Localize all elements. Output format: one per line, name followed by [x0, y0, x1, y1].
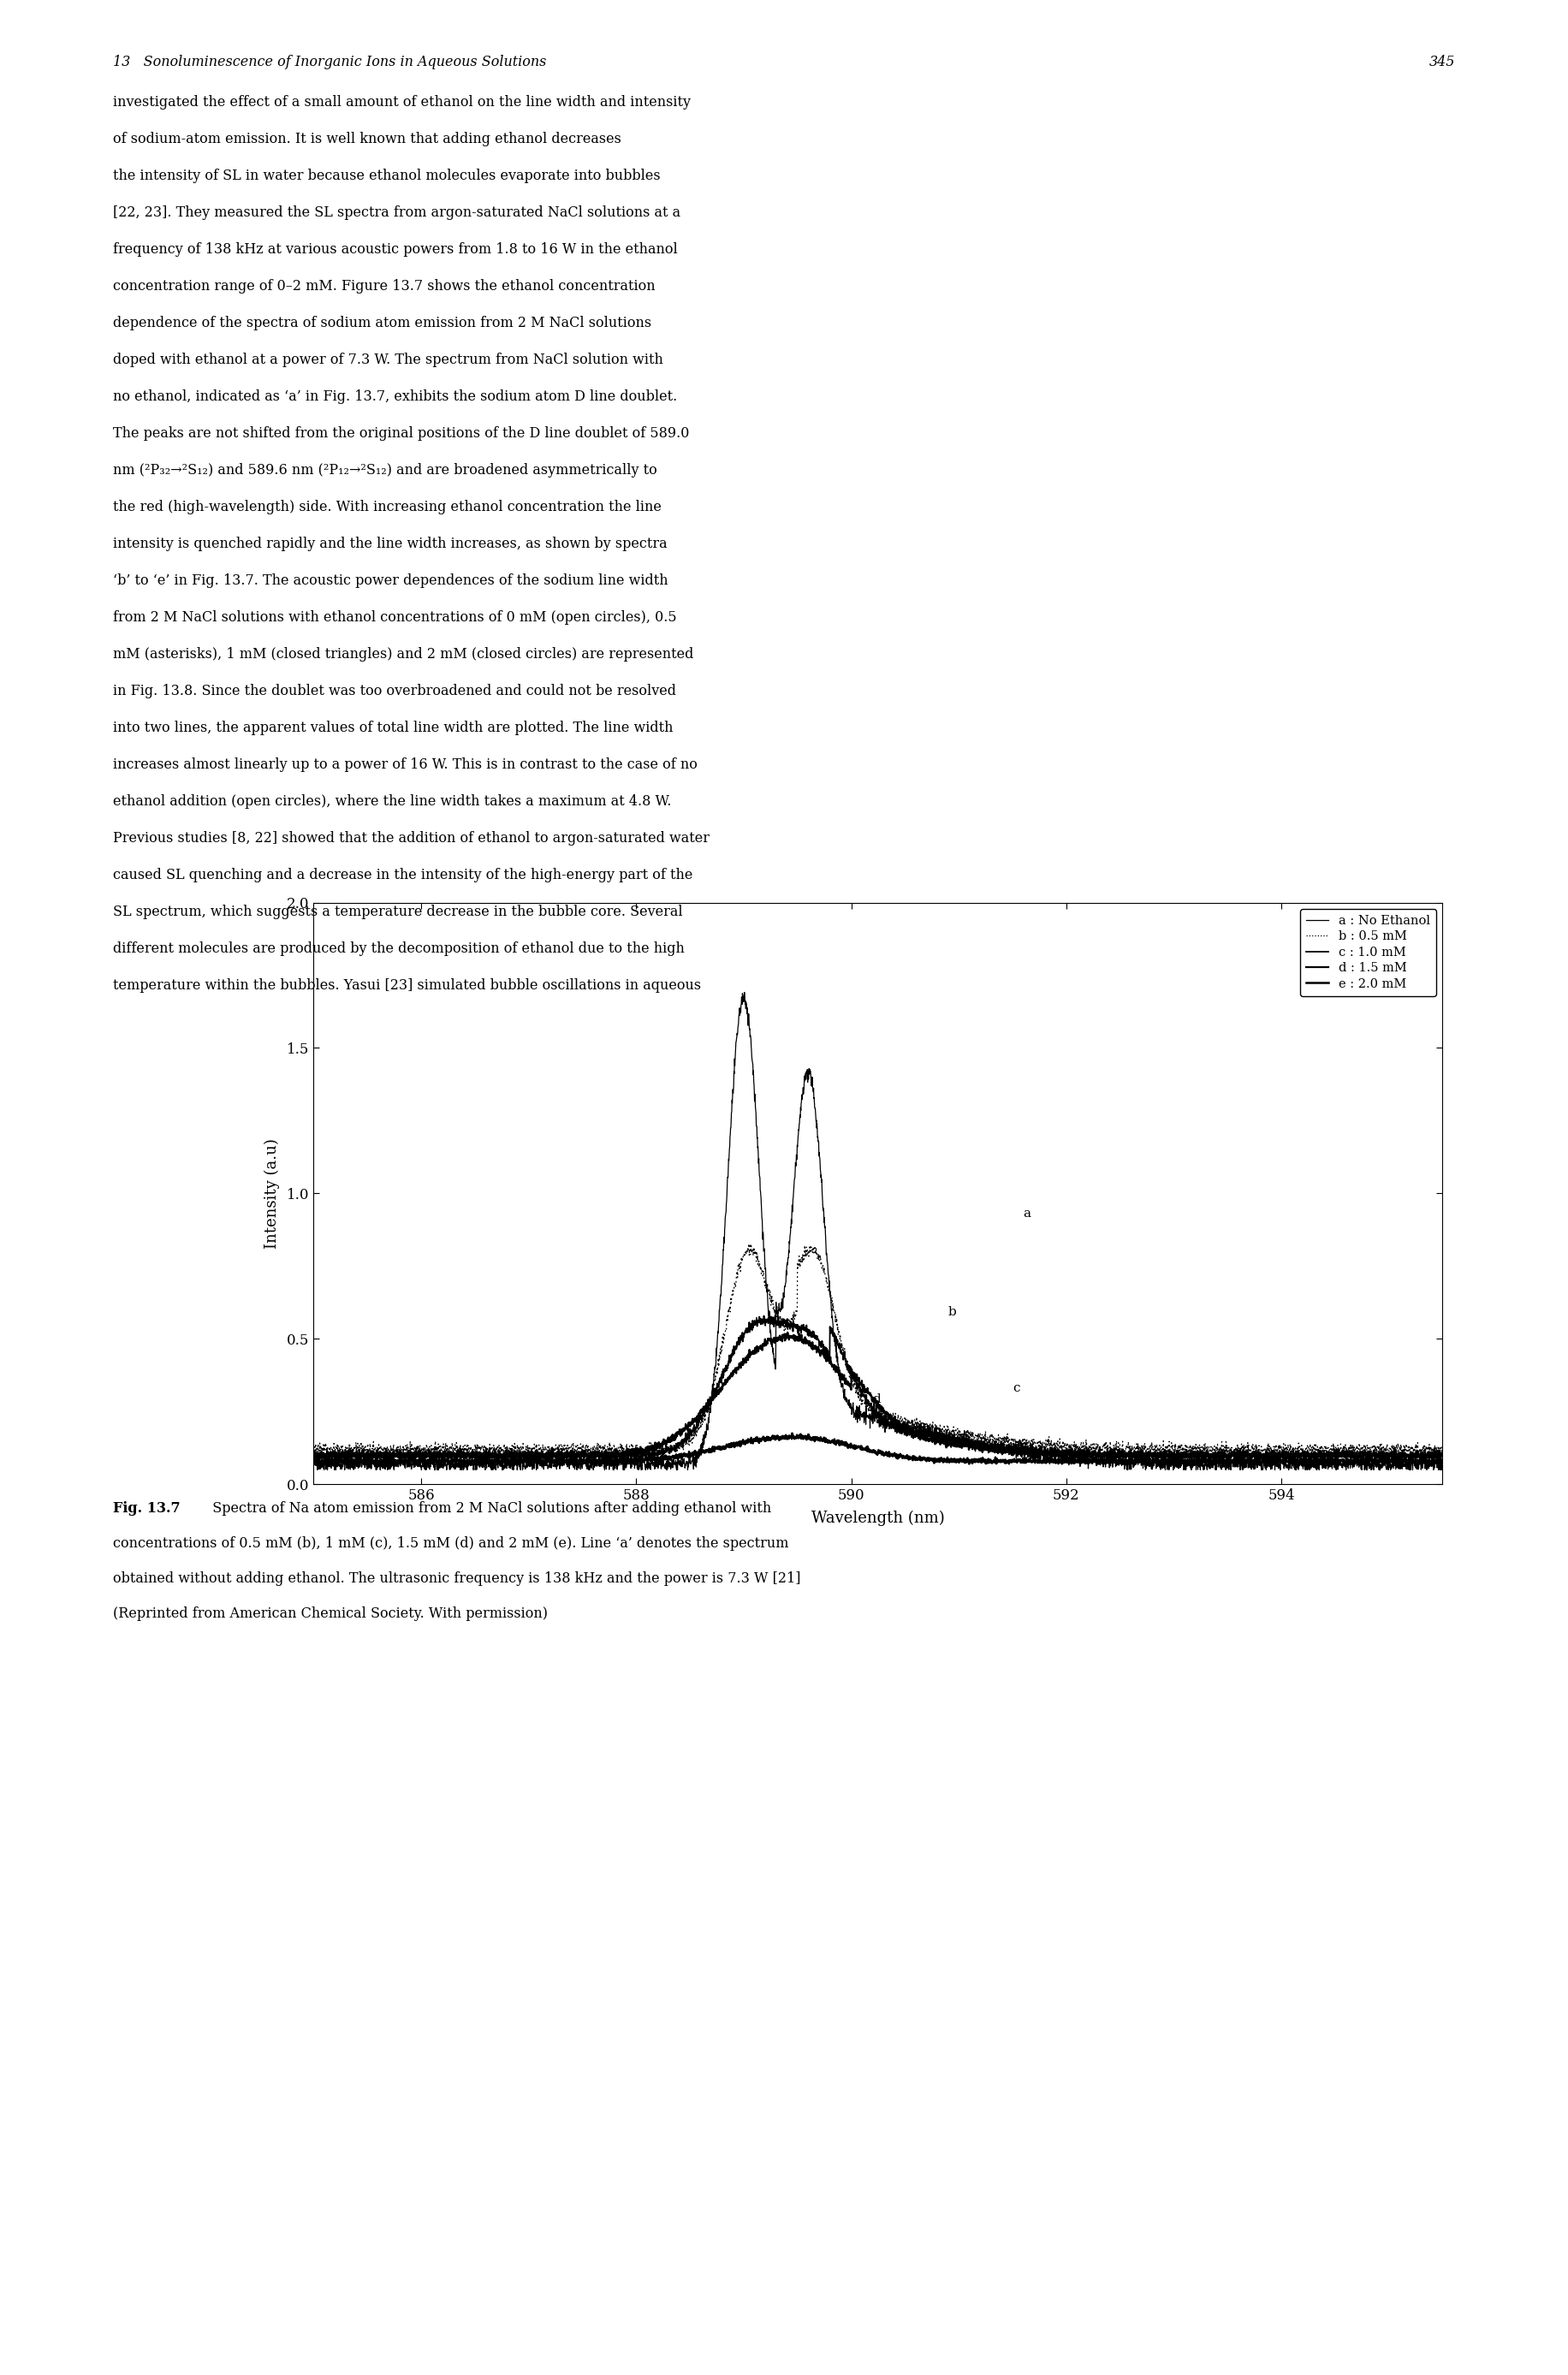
Text: mM (asterisks), 1 mM (closed triangles) and 2 mM (closed circles) are represente: mM (asterisks), 1 mM (closed triangles) …	[113, 646, 693, 663]
Text: increases almost linearly up to a power of 16 W. This is in contrast to the case: increases almost linearly up to a power …	[113, 758, 698, 772]
Text: in Fig. 13.8. Since the doublet was too overbroadened and could not be resolved: in Fig. 13.8. Since the doublet was too …	[113, 684, 676, 698]
Text: dependence of the spectra of sodium atom emission from 2 M NaCl solutions: dependence of the spectra of sodium atom…	[113, 316, 651, 330]
Text: 13   Sonoluminescence of Inorganic Ions in Aqueous Solutions: 13 Sonoluminescence of Inorganic Ions in…	[113, 55, 546, 69]
Y-axis label: Intensity (a.u): Intensity (a.u)	[263, 1138, 279, 1249]
Text: e: e	[1174, 1451, 1181, 1463]
Text: frequency of 138 kHz at various acoustic powers from 1.8 to 16 W in the ethanol: frequency of 138 kHz at various acoustic…	[113, 242, 677, 256]
Text: the red (high-wavelength) side. With increasing ethanol concentration the line: the red (high-wavelength) side. With inc…	[113, 501, 662, 515]
Text: [22, 23]. They measured the SL spectra from argon-saturated NaCl solutions at a: [22, 23]. They measured the SL spectra f…	[113, 204, 681, 221]
Text: caused SL quenching and a decrease in the intensity of the high-energy part of t: caused SL quenching and a decrease in th…	[113, 869, 693, 884]
Text: a: a	[1024, 1206, 1030, 1218]
Legend: a : No Ethanol, b : 0.5 mM, c : 1.0 mM, d : 1.5 mM, e : 2.0 mM: a : No Ethanol, b : 0.5 mM, c : 1.0 mM, …	[1300, 910, 1436, 995]
Text: Previous studies [8, 22] showed that the addition of ethanol to argon-saturated : Previous studies [8, 22] showed that the…	[113, 831, 709, 845]
Text: temperature within the bubbles. Yasui [23] simulated bubble oscillations in aque: temperature within the bubbles. Yasui [2…	[113, 978, 701, 993]
Text: into two lines, the apparent values of total line width are plotted. The line wi: into two lines, the apparent values of t…	[113, 722, 673, 736]
Text: Spectra of Na atom emission from 2 M NaCl solutions after adding ethanol with: Spectra of Na atom emission from 2 M NaC…	[204, 1501, 771, 1515]
Text: ‘b’ to ‘e’ in Fig. 13.7. The acoustic power dependences of the sodium line width: ‘b’ to ‘e’ in Fig. 13.7. The acoustic po…	[113, 572, 668, 589]
Text: c: c	[1013, 1382, 1019, 1394]
Text: d: d	[873, 1394, 881, 1406]
Text: 345: 345	[1428, 55, 1455, 69]
Text: doped with ethanol at a power of 7.3 W. The spectrum from NaCl solution with: doped with ethanol at a power of 7.3 W. …	[113, 352, 663, 368]
Text: b: b	[949, 1306, 956, 1318]
Text: obtained without adding ethanol. The ultrasonic frequency is 138 kHz and the pow: obtained without adding ethanol. The ult…	[113, 1572, 801, 1587]
Text: concentrations of 0.5 mM (b), 1 mM (c), 1.5 mM (d) and 2 mM (e). Line ‘a’ denote: concentrations of 0.5 mM (b), 1 mM (c), …	[113, 1537, 789, 1551]
Text: investigated the effect of a small amount of ethanol on the line width and inten: investigated the effect of a small amoun…	[113, 95, 690, 109]
Text: (Reprinted from American Chemical Society. With permission): (Reprinted from American Chemical Societ…	[113, 1606, 547, 1622]
Text: from 2 M NaCl solutions with ethanol concentrations of 0 mM (open circles), 0.5: from 2 M NaCl solutions with ethanol con…	[113, 610, 677, 625]
Text: no ethanol, indicated as ‘a’ in Fig. 13.7, exhibits the sodium atom D line doubl: no ethanol, indicated as ‘a’ in Fig. 13.…	[113, 390, 677, 404]
Text: of sodium-atom emission. It is well known that adding ethanol decreases: of sodium-atom emission. It is well know…	[113, 131, 621, 147]
X-axis label: Wavelength (nm): Wavelength (nm)	[811, 1511, 946, 1525]
Text: The peaks are not shifted from the original positions of the D line doublet of 5: The peaks are not shifted from the origi…	[113, 428, 690, 442]
Text: concentration range of 0–2 mM. Figure 13.7 shows the ethanol concentration: concentration range of 0–2 mM. Figure 13…	[113, 278, 655, 294]
Text: nm (²P₃₂→²S₁₂) and 589.6 nm (²P₁₂→²S₁₂) and are broadened asymmetrically to: nm (²P₃₂→²S₁₂) and 589.6 nm (²P₁₂→²S₁₂) …	[113, 463, 657, 477]
Text: Fig. 13.7: Fig. 13.7	[113, 1501, 180, 1515]
Text: different molecules are produced by the decomposition of ethanol due to the high: different molecules are produced by the …	[113, 943, 685, 957]
Text: intensity is quenched rapidly and the line width increases, as shown by spectra: intensity is quenched rapidly and the li…	[113, 537, 668, 551]
Text: SL spectrum, which suggests a temperature decrease in the bubble core. Several: SL spectrum, which suggests a temperatur…	[113, 905, 682, 919]
Text: ethanol addition (open circles), where the line width takes a maximum at 4.8 W.: ethanol addition (open circles), where t…	[113, 793, 671, 810]
Text: the intensity of SL in water because ethanol molecules evaporate into bubbles: the intensity of SL in water because eth…	[113, 169, 660, 183]
